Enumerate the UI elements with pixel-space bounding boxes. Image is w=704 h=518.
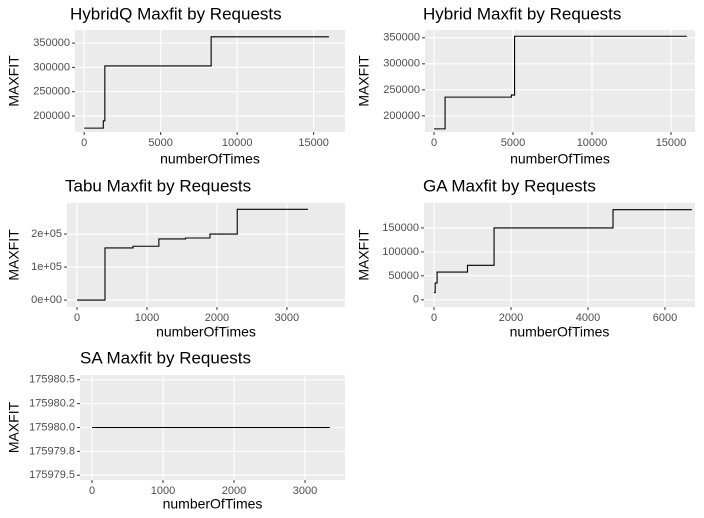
x-tick-label: 0 (431, 137, 437, 149)
x-axis-label: numberOfTimes (163, 496, 263, 512)
y-tick-label: 100000 (382, 246, 419, 258)
y-axis-label: MAXFIT (6, 401, 22, 453)
x-tick-label: 0 (431, 312, 437, 324)
y-tick-label: 0e+00 (31, 294, 62, 306)
y-tick-label: 200000 (383, 110, 420, 122)
x-tick-label: 3000 (275, 312, 299, 324)
x-tick-label: 2000 (499, 312, 523, 324)
plot-background (425, 30, 695, 132)
x-tick-label: 1000 (135, 312, 159, 324)
y-tick-label: 175979.8 (29, 445, 75, 457)
y-tick-label: 175980.5 (29, 374, 75, 386)
y-tick-label: 350000 (33, 37, 70, 49)
y-tick-label: 350000 (383, 32, 420, 44)
x-tick-label: 3000 (293, 485, 317, 497)
x-tick-label: 0 (81, 137, 87, 149)
y-tick-label: 50000 (388, 270, 419, 282)
chart-title: GA Maxfit by Requests (423, 176, 596, 195)
x-axis-label: numberOfTimes (156, 324, 256, 340)
chart-title: Tabu Maxfit by Requests (65, 176, 251, 195)
y-tick-label: 1e+05 (31, 261, 62, 273)
y-tick-label: 175980.0 (29, 421, 75, 433)
line (77, 208, 308, 301)
y-tick-label: 300000 (383, 58, 420, 70)
x-tick-label: 10000 (577, 137, 608, 149)
line (84, 36, 329, 129)
y-tick-label: 250000 (383, 84, 420, 96)
y-axis-label: MAXFIT (6, 229, 22, 281)
chart-title: HybridQ Maxfit by Requests (70, 4, 282, 23)
y-tick-label: 300000 (33, 61, 70, 73)
y-axis-label: MAXFIT (356, 229, 372, 281)
x-tick-label: 2000 (205, 312, 229, 324)
x-tick-label: 5000 (501, 137, 525, 149)
y-tick-label: 175979.5 (29, 469, 75, 481)
x-tick-label: 0 (89, 485, 95, 497)
chart-title: Hybrid Maxfit by Requests (423, 4, 621, 23)
x-tick-label: 15000 (298, 137, 329, 149)
y-tick-label: 175980.2 (29, 398, 75, 410)
y-tick-label: 150000 (382, 222, 419, 234)
x-tick-label: 4000 (576, 312, 600, 324)
x-axis-label: numberOfTimes (510, 151, 610, 167)
x-axis-label: numberOfTimes (160, 151, 260, 167)
x-tick-label: 15000 (656, 137, 687, 149)
plot-background (67, 203, 345, 307)
y-axis-label: MAXFIT (356, 55, 372, 107)
plot-background (424, 203, 695, 307)
x-tick-label: 10000 (222, 137, 253, 149)
y-tick-label: 250000 (33, 86, 70, 98)
line (434, 209, 692, 294)
plot-background (75, 30, 345, 132)
y-tick-label: 0 (413, 294, 419, 306)
x-tick-label: 2000 (222, 485, 246, 497)
x-tick-label: 1000 (151, 485, 175, 497)
y-tick-label: 2e+05 (31, 228, 62, 240)
x-tick-label: 5000 (148, 137, 172, 149)
x-tick-label: 0 (74, 312, 80, 324)
y-axis-label: MAXFIT (6, 55, 22, 107)
line (434, 35, 687, 130)
chart-title: SA Maxfit by Requests (80, 348, 251, 367)
x-axis-label: numberOfTimes (510, 324, 610, 340)
y-tick-label: 200000 (33, 110, 70, 122)
x-tick-label: 6000 (653, 312, 677, 324)
